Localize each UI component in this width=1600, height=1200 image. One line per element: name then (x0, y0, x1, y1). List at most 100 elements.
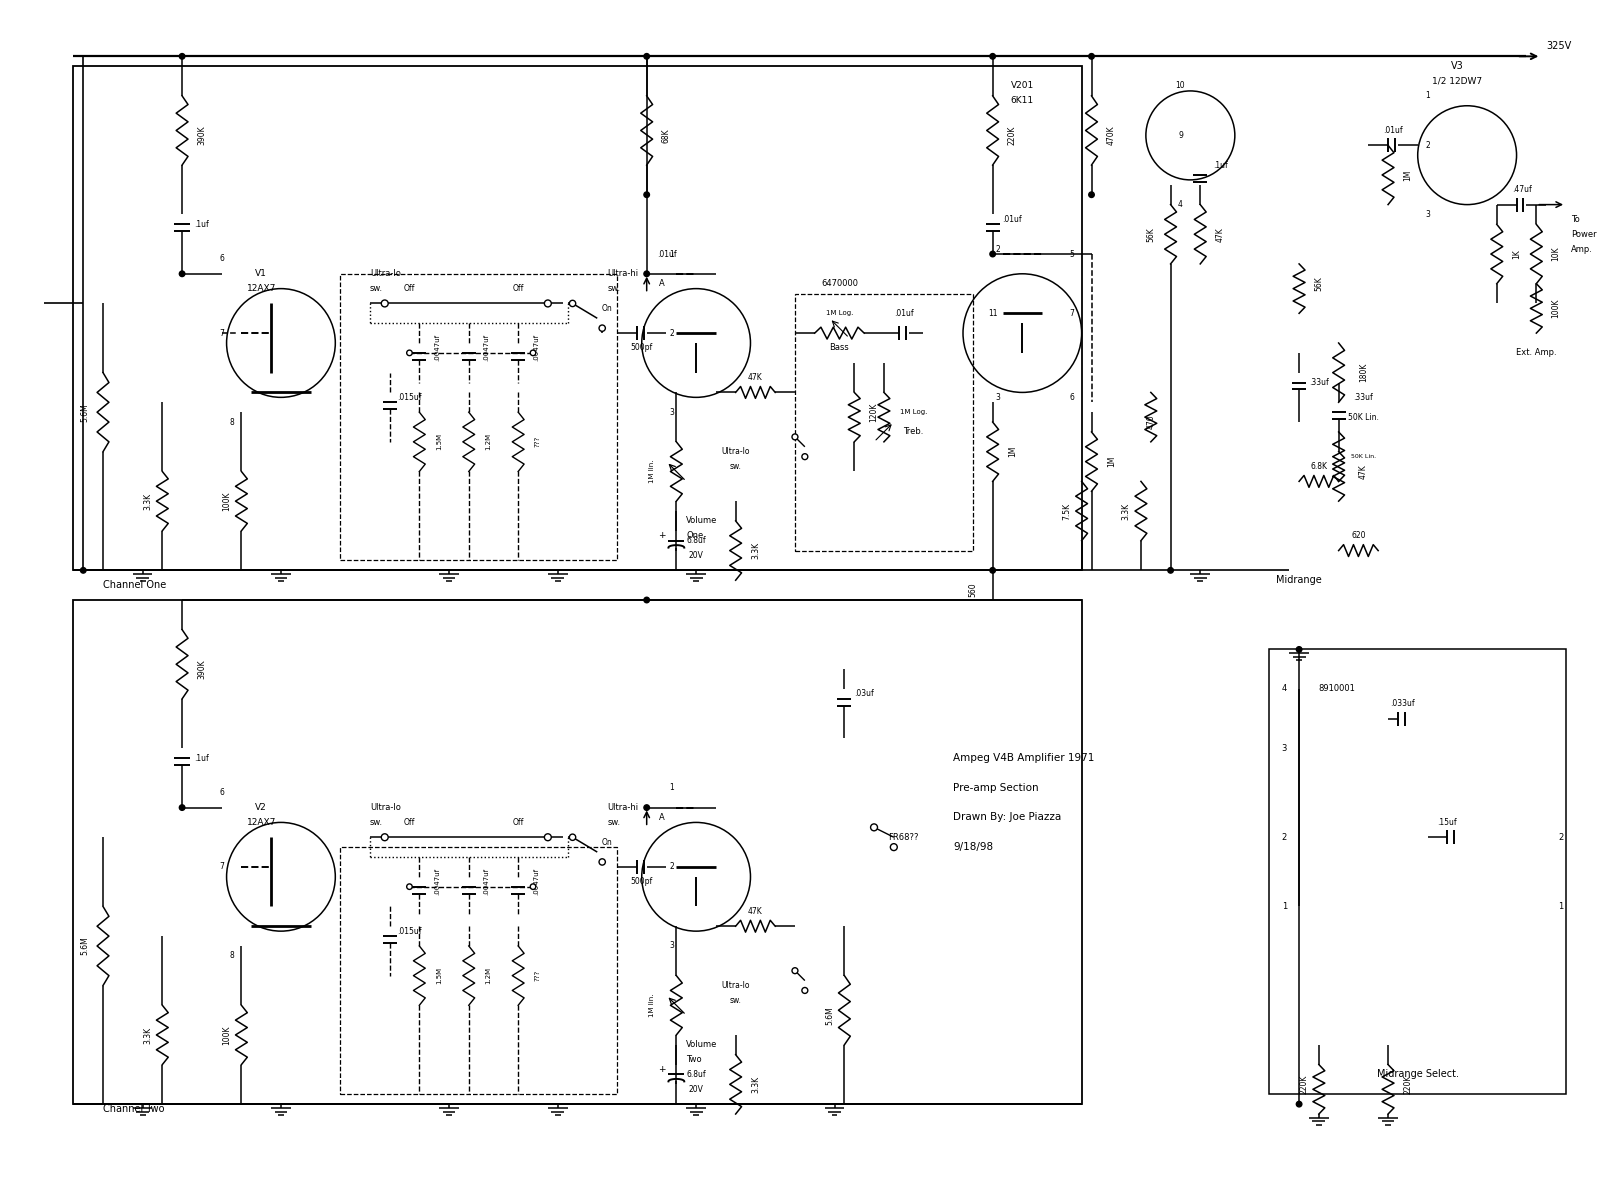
Text: Midrange: Midrange (1277, 575, 1322, 586)
Circle shape (544, 834, 552, 841)
Text: 500pf: 500pf (630, 877, 653, 887)
Text: 7: 7 (219, 863, 224, 871)
Text: .1uf: .1uf (1213, 161, 1227, 169)
Text: 1: 1 (669, 250, 674, 258)
Text: 325V: 325V (1546, 42, 1571, 52)
Text: 2: 2 (669, 863, 674, 871)
Text: 8: 8 (229, 418, 234, 426)
Text: 5: 5 (1069, 250, 1074, 258)
Text: 6: 6 (219, 788, 224, 797)
Circle shape (990, 251, 995, 257)
Text: Power: Power (1571, 229, 1597, 239)
Text: .33uf: .33uf (1354, 392, 1373, 402)
Text: 6.8uf: 6.8uf (686, 536, 706, 545)
Circle shape (381, 300, 389, 307)
Text: 47K: 47K (1358, 464, 1368, 479)
Text: One: One (686, 532, 704, 540)
Text: 1: 1 (1558, 902, 1563, 911)
Text: 6: 6 (219, 254, 224, 264)
Text: Ultra-lo: Ultra-lo (370, 269, 400, 278)
Text: .0047uf: .0047uf (533, 335, 539, 361)
Text: 3.3K: 3.3K (142, 492, 152, 510)
Text: Amp.: Amp. (1571, 245, 1594, 253)
Circle shape (1296, 647, 1302, 652)
Text: 100K: 100K (222, 492, 230, 511)
Text: 9/18/98: 9/18/98 (954, 842, 994, 852)
Text: +: + (658, 532, 666, 540)
Circle shape (890, 844, 898, 851)
Text: 220K: 220K (1299, 1075, 1309, 1094)
Text: 47K: 47K (749, 373, 763, 382)
Text: 220K: 220K (1008, 126, 1018, 145)
Text: .015uf: .015uf (397, 926, 422, 936)
Text: .01uf: .01uf (1003, 215, 1022, 224)
Text: 9: 9 (1178, 131, 1182, 140)
Text: Off: Off (403, 818, 414, 827)
Text: 560: 560 (968, 583, 978, 598)
Text: Ultra-lo: Ultra-lo (370, 803, 400, 812)
Text: 5.6M: 5.6M (826, 1006, 834, 1025)
Text: 1M Log.: 1M Log. (899, 409, 928, 415)
Circle shape (643, 271, 650, 276)
Text: .15uf: .15uf (1437, 818, 1458, 827)
Circle shape (570, 834, 576, 840)
Circle shape (598, 859, 605, 865)
Text: .01uf: .01uf (894, 308, 914, 318)
Circle shape (406, 884, 413, 889)
Text: +: + (658, 1066, 666, 1074)
Circle shape (530, 350, 536, 355)
Text: .1uf: .1uf (195, 754, 210, 763)
Text: 4: 4 (1282, 684, 1286, 694)
Text: 3.3K: 3.3K (750, 542, 760, 559)
Text: 220K: 220K (1403, 1075, 1413, 1094)
Text: 2: 2 (995, 245, 1000, 253)
Circle shape (530, 884, 536, 889)
Text: sw.: sw. (730, 996, 741, 1004)
Circle shape (1088, 192, 1094, 198)
Text: .01uf: .01uf (1382, 126, 1403, 134)
Text: .33uf: .33uf (1309, 378, 1328, 388)
Text: .1uf: .1uf (195, 220, 210, 229)
Text: ???: ??? (534, 437, 541, 448)
Text: 1: 1 (1426, 91, 1430, 101)
Circle shape (598, 325, 605, 331)
Circle shape (570, 300, 576, 307)
Circle shape (802, 988, 808, 994)
Text: 2: 2 (669, 329, 674, 337)
Text: 1: 1 (669, 784, 674, 792)
Text: V2: V2 (256, 803, 267, 812)
Text: 470: 470 (1146, 415, 1155, 430)
Text: 6.8uf: 6.8uf (686, 1070, 706, 1079)
Text: 2: 2 (1282, 833, 1286, 841)
Text: On: On (602, 304, 613, 313)
Text: 100K: 100K (1552, 299, 1560, 318)
Text: A: A (659, 812, 664, 822)
Text: 3: 3 (1426, 210, 1430, 218)
Text: 180K: 180K (1358, 362, 1368, 383)
Circle shape (792, 434, 798, 440)
Circle shape (792, 967, 798, 973)
Text: 7.5K: 7.5K (1062, 503, 1072, 520)
Text: ???: ??? (534, 970, 541, 982)
Text: .0047uf: .0047uf (533, 868, 539, 895)
Text: Two: Two (686, 1055, 702, 1064)
Text: 12AX7: 12AX7 (246, 284, 275, 293)
Text: 3: 3 (995, 392, 1000, 402)
Text: To: To (1571, 215, 1579, 224)
Text: 1.5M: 1.5M (437, 967, 442, 984)
Text: 1.2M: 1.2M (485, 967, 491, 984)
Text: 1: 1 (1282, 902, 1286, 911)
Text: 50K Lin.: 50K Lin. (1347, 413, 1379, 421)
Text: 1M lin.: 1M lin. (648, 460, 654, 484)
Text: 3.3K: 3.3K (750, 1075, 760, 1093)
Text: 6K11: 6K11 (1011, 96, 1034, 106)
Text: 10K: 10K (1552, 247, 1560, 262)
Text: sw.: sw. (370, 818, 382, 827)
Text: 390K: 390K (197, 126, 206, 145)
Text: V3: V3 (1451, 61, 1464, 71)
Text: Ultra-hi: Ultra-hi (606, 269, 638, 278)
Circle shape (381, 834, 389, 841)
Text: FR68??: FR68?? (888, 833, 918, 841)
Text: 47K: 47K (749, 907, 763, 916)
Circle shape (1168, 568, 1173, 574)
